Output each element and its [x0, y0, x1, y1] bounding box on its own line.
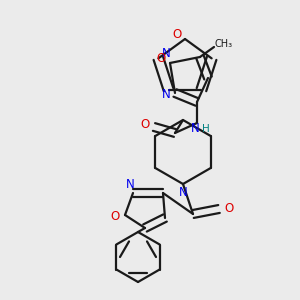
- Text: CH₃: CH₃: [215, 39, 233, 49]
- Text: O: O: [224, 202, 234, 215]
- Text: N: N: [162, 47, 171, 60]
- Text: H: H: [202, 124, 210, 134]
- Text: N: N: [178, 185, 188, 199]
- Text: N: N: [126, 178, 134, 191]
- Text: O: O: [172, 28, 182, 40]
- Text: N: N: [162, 88, 170, 101]
- Text: O: O: [140, 118, 150, 130]
- Text: O: O: [156, 52, 166, 65]
- Text: N: N: [190, 122, 200, 134]
- Text: O: O: [110, 211, 120, 224]
